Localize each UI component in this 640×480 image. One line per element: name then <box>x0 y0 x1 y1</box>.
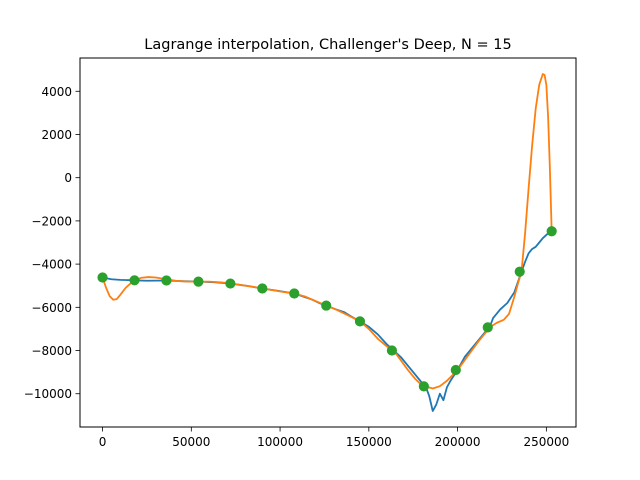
interpolation-node <box>450 364 461 376</box>
x-tick-label: 100000 <box>257 435 303 449</box>
y-tick-label: −8000 <box>31 344 72 358</box>
interpolation-node <box>418 381 429 392</box>
interpolation-node <box>129 275 140 286</box>
y-tick-label: −4000 <box>31 258 72 272</box>
interpolation-node <box>354 316 366 327</box>
interpolation-node <box>161 275 172 286</box>
y-axis: −10000 −8000 −6000 −4000 −2000 0 2000 4000 <box>24 85 80 401</box>
axes-frame <box>79 57 577 428</box>
y-tick-label: −6000 <box>31 301 72 315</box>
x-axis: 0 50000 100000 150000 200000 250000 <box>99 427 569 449</box>
y-tick-label: −10000 <box>24 387 72 401</box>
interpolation-node <box>97 272 108 283</box>
series-layer <box>97 73 557 412</box>
axes-background <box>80 58 576 427</box>
interpolation-node <box>225 278 236 289</box>
x-tick-label: 200000 <box>435 435 481 449</box>
x-tick-label: 150000 <box>346 435 392 449</box>
chart-title: Lagrange interpolation, Challenger's Dee… <box>144 37 511 53</box>
x-tick-label: 0 <box>99 435 107 449</box>
interpolation-node <box>546 226 557 237</box>
interpolation-node <box>289 288 300 299</box>
x-tick-label: 50000 <box>172 435 210 449</box>
interpolation-node <box>482 322 493 333</box>
interpolation-node <box>193 276 204 287</box>
interpolation-node <box>257 283 268 294</box>
y-tick-label: 2000 <box>41 128 72 142</box>
interpolation-node <box>514 266 525 277</box>
y-tick-label: 4000 <box>41 85 72 99</box>
plot-area <box>79 57 577 428</box>
interpolation-node <box>386 345 398 356</box>
y-tick-label: −2000 <box>31 214 72 228</box>
y-tick-label: 0 <box>64 171 72 185</box>
interpolation-node <box>321 300 332 311</box>
x-tick-label: 250000 <box>523 435 569 449</box>
